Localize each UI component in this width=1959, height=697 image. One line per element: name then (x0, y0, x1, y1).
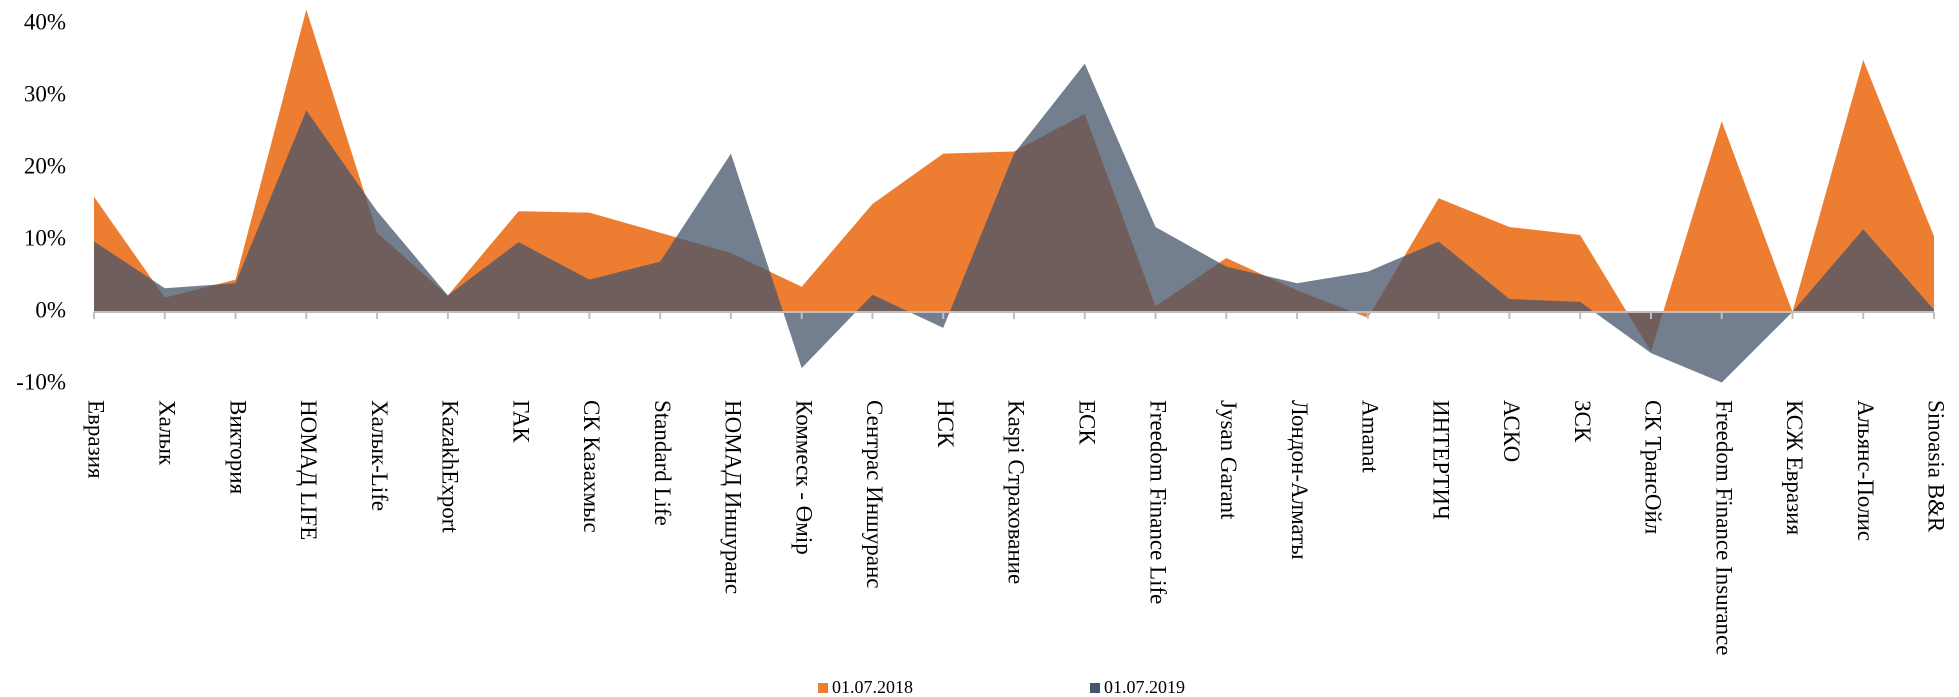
x-tick-label: АСКО (1499, 400, 1524, 462)
x-tick-label: НОМАД Иншуранс (721, 400, 746, 594)
area (94, 63, 1934, 383)
legend-label: 01.07.2018 (832, 677, 913, 697)
x-tick-label: Виктория (225, 400, 250, 495)
legend-swatch (818, 683, 828, 693)
legend-swatch (1090, 683, 1100, 693)
x-tick-label: Альянс-Полис (1853, 400, 1878, 541)
x-tick-label: СК ТрансОйл (1641, 400, 1666, 534)
x-tick-label: Jysan Garant (1216, 400, 1241, 520)
y-tick-label: 10% (24, 225, 66, 250)
y-tick-label: 0% (35, 297, 66, 322)
x-tick-label: KazakhExport (438, 400, 463, 533)
x-tick-label: НОМАД LIFE (296, 400, 321, 540)
x-tick-label: Standard Life (650, 400, 675, 526)
x-tick-label: СК Казахмыс (579, 400, 604, 533)
x-tick-label: ЕСК (1074, 400, 1099, 445)
y-tick-label: -10% (16, 369, 66, 394)
x-tick-label: Сентрас Иншуранс (862, 400, 887, 589)
x-tick-label: Sinoasia B&R (1924, 400, 1949, 533)
x-tick-label: ГАК (508, 400, 533, 443)
x-tick-label: Лондон-Алматы (1287, 400, 1312, 560)
x-tick-label: Freedom Finance Insurance (1711, 400, 1736, 655)
x-tick-label: Халык-Life (367, 400, 392, 511)
legend-label: 01.07.2019 (1104, 677, 1185, 697)
x-tick-label: Коммеск - Өмір (791, 400, 816, 555)
x-tick-label: Kaspi Страхование (1004, 400, 1029, 584)
x-tick-label: Евразия (84, 400, 109, 479)
x-tick-label: Freedom Finance Life (1145, 400, 1170, 604)
x-tick-label: КСЖ Евразия (1782, 400, 1807, 535)
y-tick-label: 40% (24, 9, 66, 34)
y-tick-label: 30% (24, 81, 66, 106)
y-tick-label: 20% (24, 153, 66, 178)
x-tick-label: Халык (154, 400, 179, 466)
x-tick-label: Amanat (1358, 400, 1383, 473)
x-tick-label: НСК (933, 400, 958, 448)
x-tick-label: ЗСК (1570, 400, 1595, 443)
x-tick-label: ИНТЕРТИЧ (1428, 400, 1453, 520)
